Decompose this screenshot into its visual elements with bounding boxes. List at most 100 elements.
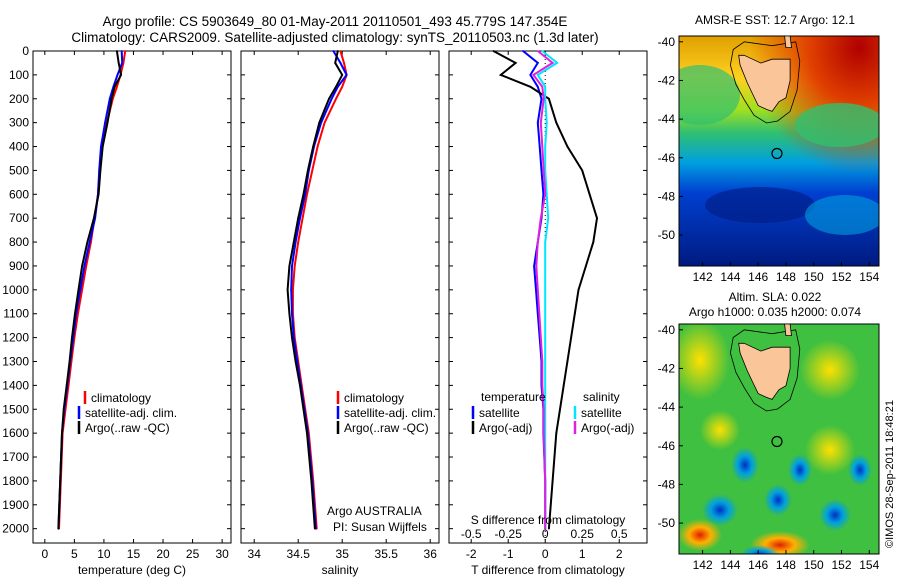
data-point [492, 50, 495, 52]
data-point [581, 169, 584, 172]
x-tick-label: 36 [424, 547, 438, 561]
temperature-series [57, 50, 127, 530]
data-point [540, 97, 543, 100]
data-point [339, 50, 342, 52]
depth-tick-label: 1100 [3, 307, 29, 321]
data-point [294, 241, 297, 243]
lon-tick-label: 146 [748, 270, 768, 284]
legend-label-satellite: satellite-adj. clim. [85, 406, 177, 420]
data-point [544, 360, 547, 363]
data-point [306, 432, 308, 435]
argo-location-marker [771, 147, 783, 160]
x-tick-label: 1 [579, 547, 586, 561]
data-point [71, 336, 73, 339]
data-point [292, 241, 295, 243]
data-point [544, 480, 547, 482]
data-point [336, 85, 339, 88]
data-point [544, 85, 547, 88]
data-point [288, 265, 291, 267]
sla-map-subtitle: Argo h1000: 0.035 h2000: 0.074 [689, 305, 861, 319]
depth-tick-label: 200 [9, 92, 29, 106]
s-difference-axis-label: S difference from climatology [471, 513, 626, 527]
depth-tick-label: 1200 [2, 331, 29, 345]
data-point [588, 193, 591, 196]
data-point [291, 336, 293, 339]
data-point [544, 288, 547, 291]
data-point [536, 241, 539, 243]
lon-tick-label: 142 [693, 270, 713, 284]
data-point [538, 145, 541, 148]
data-point [341, 85, 344, 88]
lat-tick-label: -42 [658, 73, 676, 87]
data-point [100, 145, 102, 148]
data-point [320, 121, 322, 124]
data-point [117, 62, 120, 64]
data-point [545, 121, 548, 124]
data-point [299, 217, 301, 220]
data-point [297, 241, 300, 243]
lat-tick-label: -50 [658, 516, 676, 530]
data-point [314, 527, 316, 530]
legend-label-t-argo: Argo(-adj) [479, 421, 532, 435]
legend-label-s-argo: Argo(-adj) [581, 421, 634, 435]
data-point [61, 432, 63, 435]
data-point [81, 265, 83, 267]
sla-heatmap [679, 324, 879, 554]
lat-tick-label: -48 [658, 477, 676, 491]
lat-tick-label: -46 [658, 151, 676, 165]
lat-tick-label: -42 [658, 361, 676, 375]
t-difference-tick-labels: -2 -1 0 1 2 [449, 50, 647, 561]
data-point [116, 50, 118, 52]
data-point [77, 288, 80, 291]
sst-map-frame [678, 35, 880, 267]
data-point [316, 145, 319, 148]
difference-axes-frame [448, 50, 648, 544]
sla-map-frame [678, 323, 880, 555]
sst-map-title: AMSR-E SST: 12.7 Argo: 12.1 [695, 13, 855, 27]
temperature-tick-labels: 0 5 10 15 20 25 30 [33, 50, 231, 561]
data-point [339, 62, 342, 64]
s-difference-tick-label: 0 [542, 527, 549, 541]
x-tick-label: 10 [97, 547, 111, 561]
data-point [77, 312, 79, 315]
data-point [86, 241, 89, 243]
salinity-profile-panel: 34 34.5 35 35.5 36 salinity climatology sate… [240, 50, 440, 577]
data-point [291, 265, 293, 267]
data-point [85, 265, 88, 267]
data-point [544, 265, 547, 267]
data-point [104, 121, 107, 124]
lon-tick-label: 152 [831, 270, 851, 284]
temperature-legend: climatology satellite-adj. clim. Argo(..… [77, 391, 177, 435]
data-point [68, 360, 71, 363]
data-point [544, 241, 547, 243]
depth-tick-label: 1800 [2, 474, 29, 488]
data-point [544, 97, 547, 100]
data-point [299, 384, 301, 387]
s-difference-tick-labels: -0.5 -0.25 0 0.25 0.5 [461, 527, 628, 541]
sla-map-panel: Altim. SLA: 0.022 Argo h1000: 0.035 h200… [658, 290, 880, 572]
depth-tick-label: 700 [9, 211, 29, 225]
lon-tick-label: 150 [804, 558, 824, 572]
temperature-profile-panel: 0100200300400500600700800900100011001200… [2, 44, 232, 577]
data-point [542, 169, 545, 172]
data-point [108, 97, 111, 100]
data-point [536, 50, 539, 52]
data-point [535, 288, 537, 291]
data-point [110, 97, 113, 100]
depth-tick-label: 300 [9, 116, 29, 130]
page-title: Argo profile: CS 5903649_80 01-May-2011 … [102, 14, 568, 29]
tasmania-icon [738, 342, 791, 400]
sst-map-longitude-labels: 142 144 146 148 150 152 154 [693, 262, 880, 284]
data-point [592, 241, 595, 243]
x-tick-label: 25 [186, 547, 200, 561]
legend-header-salinity: salinity [583, 390, 620, 404]
data-point [556, 62, 558, 64]
data-point [113, 85, 116, 88]
data-point [99, 169, 102, 172]
x-tick-label: 35 [336, 547, 350, 561]
island-icon [784, 323, 792, 337]
data-point [302, 408, 305, 411]
difference-profile-panel: -2 -1 0 1 2 -0.5 -0.25 0 0.25 0.5 T difference f… [448, 50, 648, 577]
x-tick-label: -1 [503, 547, 514, 561]
data-point [291, 312, 293, 315]
